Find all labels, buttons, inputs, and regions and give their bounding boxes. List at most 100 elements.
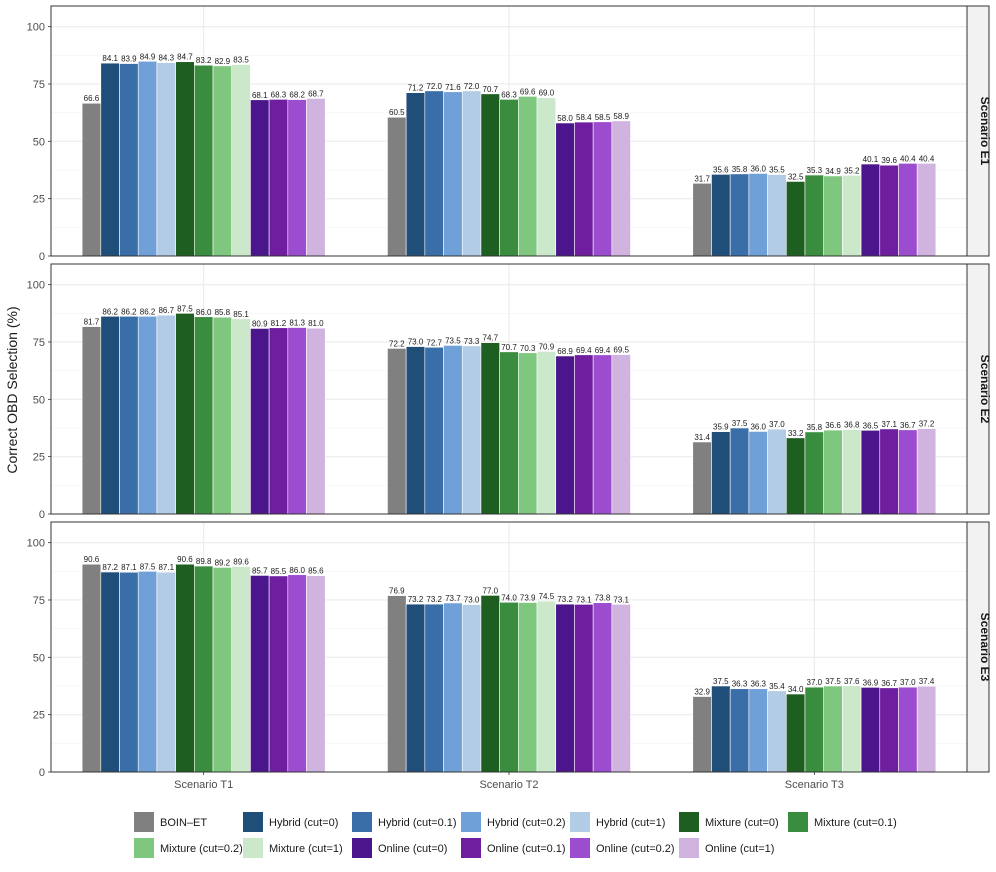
legend-swatch <box>461 812 481 832</box>
bar <box>387 116 407 257</box>
bar <box>156 62 176 257</box>
bar <box>81 326 102 515</box>
legend-swatch <box>243 838 263 858</box>
bar <box>194 64 214 257</box>
facet-strip <box>966 521 990 773</box>
bar <box>100 62 120 257</box>
bar <box>804 174 824 257</box>
bar <box>860 687 881 773</box>
bar <box>842 685 862 773</box>
bar-value-label: 73.7 <box>445 594 461 603</box>
bar-value-label: 37.5 <box>825 677 841 686</box>
legend-label: Hybrid (cut=0.1) <box>378 817 457 829</box>
bar <box>692 696 712 773</box>
bar-value-label: 36.0 <box>750 164 766 173</box>
bar-value-label: 32.5 <box>788 172 804 181</box>
bar <box>879 428 899 515</box>
y-tick-label: 75 <box>33 79 45 91</box>
bar-value-label: 86.0 <box>289 566 305 575</box>
bar <box>711 431 731 515</box>
bar-value-label: 87.1 <box>158 563 174 572</box>
bar <box>767 174 787 257</box>
y-tick-label: 0 <box>39 509 45 521</box>
bar <box>748 173 768 257</box>
bar-value-label: 36.9 <box>863 678 879 687</box>
bar-value-label: 74.0 <box>501 593 517 602</box>
bar-value-label: 85.1 <box>233 310 249 319</box>
legend-label: Online (cut=0.2) <box>596 843 675 855</box>
bar <box>81 563 102 773</box>
bar <box>785 693 806 773</box>
legend-swatch <box>352 812 372 832</box>
legend-label: Mixture (cut=0.2) <box>160 843 243 855</box>
bar-value-label: 73.1 <box>576 595 592 604</box>
bar <box>898 686 918 773</box>
bar-value-label: 68.2 <box>289 91 305 100</box>
y-tick-label: 50 <box>33 394 45 406</box>
bar <box>119 315 139 515</box>
bar-value-label: 86.2 <box>140 307 156 316</box>
bar-value-label: 70.7 <box>483 85 499 94</box>
bar <box>879 164 899 257</box>
bar <box>879 687 899 773</box>
bar <box>175 563 195 773</box>
legend-swatch <box>243 812 263 832</box>
bar-value-label: 86.2 <box>121 307 137 316</box>
bar-value-label: 81.3 <box>289 319 305 328</box>
bar-value-label: 85.6 <box>308 567 324 576</box>
legend-swatch <box>570 838 590 858</box>
bar-value-label: 70.9 <box>539 342 555 351</box>
bar <box>518 352 538 515</box>
legend-label: Mixture (cut=0.1) <box>814 817 897 829</box>
bar <box>823 429 843 515</box>
bar <box>424 346 444 515</box>
bar <box>287 99 307 257</box>
bar-value-label: 34.9 <box>825 167 841 176</box>
x-tick-label: Scenario T3 <box>785 779 844 791</box>
bar-value-label: 73.2 <box>408 595 424 604</box>
legend-label: BOIN–ET <box>160 817 207 829</box>
bar-value-label: 34.0 <box>788 685 804 694</box>
bar <box>711 174 731 257</box>
bar <box>574 604 594 773</box>
bar-value-label: 58.5 <box>595 113 611 122</box>
bar <box>555 603 575 773</box>
bar <box>729 173 750 257</box>
bar <box>692 182 712 257</box>
bar <box>156 571 176 773</box>
bar <box>898 163 918 257</box>
facet-label: Scenario E3 <box>978 613 992 682</box>
bar-value-label: 37.4 <box>919 677 935 686</box>
bar <box>137 315 158 515</box>
bar <box>443 345 463 515</box>
bar-value-label: 83.5 <box>233 55 249 64</box>
bar-value-label: 83.9 <box>121 55 137 64</box>
bar-value-label: 69.0 <box>539 89 555 98</box>
bar <box>592 121 613 257</box>
bar-value-label: 36.3 <box>750 680 766 689</box>
bar-value-label: 85.7 <box>252 566 268 575</box>
bar <box>555 355 575 515</box>
bar-value-label: 87.5 <box>140 562 156 571</box>
bar <box>536 600 557 773</box>
bar-value-label: 36.7 <box>881 679 897 688</box>
bar-value-label: 40.4 <box>919 154 935 163</box>
bar-value-label: 31.7 <box>694 174 710 183</box>
legend-label: Hybrid (cut=0.2) <box>487 817 566 829</box>
bar-value-label: 35.9 <box>713 423 729 432</box>
bar-value-label: 35.5 <box>769 166 785 175</box>
bar <box>100 571 120 773</box>
bar <box>536 97 557 257</box>
bar-value-label: 84.9 <box>140 52 156 61</box>
bar <box>231 318 251 515</box>
bar <box>175 61 195 257</box>
bar <box>555 122 575 257</box>
bar-value-label: 90.6 <box>177 555 193 564</box>
bar <box>518 96 538 257</box>
bar-value-label: 84.3 <box>158 54 174 63</box>
bar <box>212 567 233 773</box>
bar <box>842 174 862 257</box>
y-tick-label: 75 <box>33 337 45 349</box>
bar-value-label: 81.2 <box>271 319 287 328</box>
bar <box>785 181 806 257</box>
